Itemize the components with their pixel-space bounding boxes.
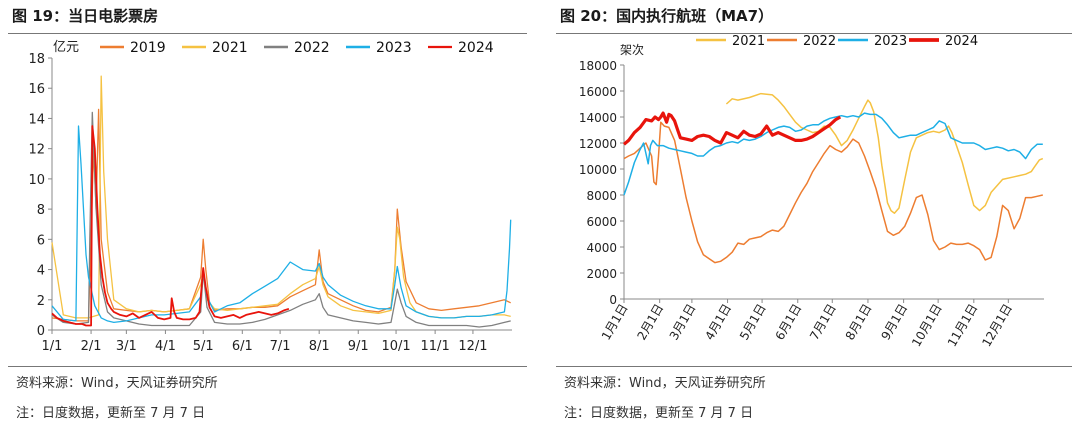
x-tick-label: 1/1 bbox=[42, 339, 63, 354]
legend-label-2021: 2021 bbox=[212, 40, 248, 56]
x-tick-label: 12月1日 bbox=[979, 302, 1015, 350]
x-tick-label: 1月1日 bbox=[599, 302, 631, 343]
flights-chart: 0 2000 4000 6000 8000 10000 12000 14000 16000 180… bbox=[579, 34, 1044, 350]
y-tick-label: 2000 bbox=[586, 267, 617, 281]
x-tick-label: 12/1 bbox=[458, 339, 487, 354]
y-tick-label: 6 bbox=[37, 233, 45, 248]
y-tick-label: 0 bbox=[37, 324, 45, 339]
y-tick-label: 4000 bbox=[586, 241, 617, 255]
x-tick-label: 5月1日 bbox=[737, 302, 769, 343]
legend-label-2022: 2022 bbox=[294, 40, 330, 56]
y-tick-label: 2 bbox=[37, 294, 45, 309]
series-line-2023 bbox=[51, 125, 512, 324]
y-tick-label: 18 bbox=[28, 52, 45, 67]
legend-label-2019: 2019 bbox=[130, 40, 166, 56]
chart-panel-flights: 图 20：国内执行航班（MA7） 0 2000 4000 6000 8000 10000 1… bbox=[548, 0, 1080, 428]
legend-label-2023: 2023 bbox=[874, 34, 907, 49]
figure-title: 图 19：当日电影票房 bbox=[12, 7, 159, 25]
y-tick-label: 8 bbox=[37, 203, 45, 218]
note-text: 注：日度数据，更新至 7 月 7 日 bbox=[16, 406, 206, 421]
x-tick-label: 4/1 bbox=[155, 339, 176, 354]
y-tick-label: 12 bbox=[28, 143, 45, 158]
series-line-2019 bbox=[51, 108, 511, 322]
x-tick-label: 9/1 bbox=[348, 339, 369, 354]
y-tick-label: 10 bbox=[28, 173, 45, 188]
y-axis-unit-label: 亿元 bbox=[53, 40, 79, 55]
x-tick-label: 6/1 bbox=[232, 339, 253, 354]
series-line-2021 bbox=[725, 92, 1044, 214]
x-tick-label: 5/1 bbox=[193, 339, 214, 354]
series-line-2024 bbox=[622, 111, 842, 146]
box-office-chart: 0 2 4 6 8 10 12 14 16 18 1/1 2/1 3/1 4/1 5/1 6/1 7/1 8/1 9… bbox=[28, 40, 512, 354]
x-tick-label: 11/1 bbox=[421, 339, 450, 354]
title-divider bbox=[556, 33, 1072, 34]
footer-divider bbox=[556, 366, 1072, 367]
x-tick-label: 8/1 bbox=[309, 339, 330, 354]
series-line-2022 bbox=[623, 121, 1043, 264]
legend-label-2024: 2024 bbox=[458, 40, 494, 56]
x-tick-label: 9月1日 bbox=[878, 302, 910, 343]
x-tick-label: 3月1日 bbox=[667, 302, 699, 343]
title-divider bbox=[8, 33, 527, 34]
x-tick-label: 6月1日 bbox=[773, 302, 805, 343]
source-text: 资料来源：Wind，天风证券研究所 bbox=[16, 376, 218, 391]
x-tick-label: 10月1日 bbox=[909, 302, 945, 350]
series-line-2024 bbox=[51, 125, 290, 327]
figure-title: 图 20：国内执行航班（MA7） bbox=[560, 7, 774, 25]
y-tick-label: 14000 bbox=[579, 111, 617, 125]
x-tick-label: 8月1日 bbox=[843, 302, 875, 343]
y-axis-unit-label: 架次 bbox=[620, 43, 644, 57]
series-line-2023 bbox=[623, 112, 1043, 196]
x-tick-label: 2月1日 bbox=[635, 302, 667, 343]
series-line-2022 bbox=[51, 111, 511, 328]
x-tick-label: 2/1 bbox=[81, 339, 102, 354]
y-tick-label: 12000 bbox=[579, 137, 617, 151]
x-tick-label: 11月1日 bbox=[945, 302, 981, 350]
y-tick-label: 16 bbox=[28, 82, 45, 97]
x-tick-label: 4月1日 bbox=[702, 302, 734, 343]
legend-label-2023: 2023 bbox=[376, 40, 412, 56]
y-tick-label: 14 bbox=[28, 112, 45, 127]
y-tick-label: 10000 bbox=[579, 163, 617, 177]
legend-label-2022: 2022 bbox=[803, 34, 836, 49]
y-tick-label: 6000 bbox=[586, 215, 617, 229]
y-tick-label: 4 bbox=[37, 264, 45, 279]
note-text: 注：日度数据，更新至 7 月 7 日 bbox=[564, 406, 754, 421]
footer-divider bbox=[8, 366, 527, 367]
x-tick-label: 3/1 bbox=[116, 339, 137, 354]
x-tick-label: 7/1 bbox=[270, 339, 291, 354]
chart-panel-box-office: 图 19：当日电影票房 0 2 4 6 8 10 12 14 16 18 1/1 2/1 3/1 4/1 5… bbox=[0, 0, 535, 428]
y-tick-label: 8000 bbox=[586, 189, 617, 203]
y-tick-label: 0 bbox=[609, 293, 617, 307]
series-line-2021 bbox=[51, 75, 511, 319]
y-tick-label: 18000 bbox=[579, 59, 617, 73]
legend-label-2021: 2021 bbox=[732, 34, 765, 49]
y-tick-label: 16000 bbox=[579, 85, 617, 99]
x-tick-label: 7月1日 bbox=[807, 302, 839, 343]
legend-label-2024: 2024 bbox=[945, 34, 978, 49]
x-tick-label: 10/1 bbox=[381, 339, 410, 354]
source-text: 资料来源：Wind，天风证券研究所 bbox=[564, 376, 766, 391]
